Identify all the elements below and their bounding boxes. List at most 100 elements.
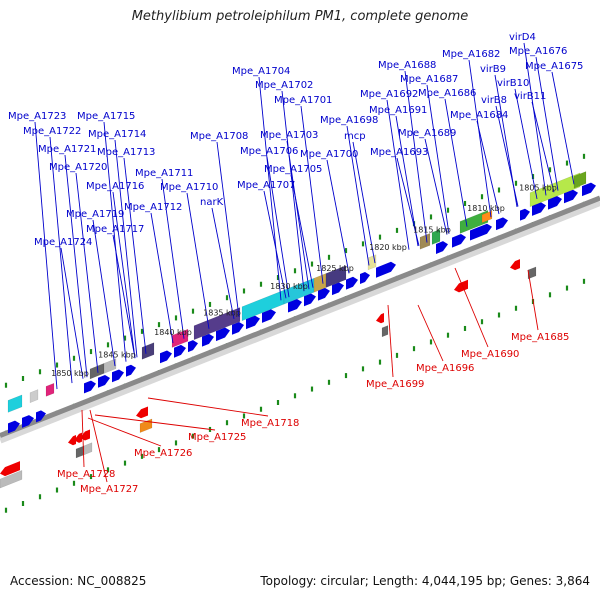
forward-gene-label: Mpe_A1684 bbox=[450, 110, 508, 121]
forward-gene-label: Mpe_A1712 bbox=[124, 202, 182, 213]
forward-gene-label: Mpe_A1715 bbox=[77, 111, 135, 122]
reverse-feature-block bbox=[0, 470, 23, 489]
feature-block bbox=[193, 307, 241, 341]
forward-gene-label: Mpe_A1700 bbox=[300, 149, 358, 160]
feature-block bbox=[431, 228, 441, 245]
reverse-gene-label: Mpe_A1726 bbox=[134, 448, 192, 459]
forward-gene-label: Mpe_A1719 bbox=[66, 209, 124, 220]
forward-leader-line bbox=[216, 141, 240, 318]
reverse-gene-arrow bbox=[454, 279, 468, 293]
forward-gene-arrow bbox=[216, 327, 230, 342]
reverse-leader-line bbox=[417, 304, 444, 362]
forward-leader-line bbox=[396, 157, 420, 246]
forward-leader-line bbox=[92, 219, 116, 367]
forward-leader-line bbox=[352, 141, 376, 264]
forward-gene-label: Mpe_A1701 bbox=[274, 95, 332, 106]
feature-block bbox=[459, 209, 489, 234]
kbp-tick-label: 1825 kbp bbox=[316, 264, 354, 273]
reverse-gene-label: Mpe_A1685 bbox=[511, 332, 569, 343]
kbp-tick-label: 1805 kbp bbox=[519, 184, 557, 193]
reverse-leader-line bbox=[147, 397, 269, 417]
forward-gene-label: Mpe_A1704 bbox=[232, 66, 290, 77]
forward-leader-line bbox=[476, 120, 500, 215]
reverse-gene-label: Mpe_A1728 bbox=[57, 469, 115, 480]
forward-leader-line bbox=[60, 247, 84, 379]
forward-gene-label: Mpe_A1675 bbox=[525, 61, 583, 72]
forward-gene-arrow bbox=[318, 287, 330, 301]
kbp-tick-label: 1850 kbp bbox=[51, 369, 89, 378]
forward-gene-arrow bbox=[304, 293, 316, 307]
feature-block bbox=[481, 210, 493, 224]
accession-label: Accession: NC_008825 bbox=[10, 574, 147, 588]
forward-gene-label: virB9 bbox=[480, 64, 506, 75]
reverse-feature-block bbox=[527, 266, 537, 280]
forward-leader-line bbox=[424, 138, 448, 235]
map-title: Methylibium petroleiphilum PM1, complete… bbox=[131, 9, 469, 24]
forward-gene-arrow bbox=[84, 380, 96, 394]
feature-block bbox=[529, 172, 581, 208]
feature-block bbox=[325, 265, 347, 288]
forward-gene-label: Mpe_A1705 bbox=[264, 164, 322, 175]
reverse-gene-arrow bbox=[0, 461, 20, 477]
forward-gene-arrow bbox=[564, 189, 578, 204]
forward-leader-line bbox=[34, 121, 58, 390]
forward-gene-label: Mpe_A1708 bbox=[190, 131, 248, 142]
forward-leader-line bbox=[531, 101, 555, 193]
forward-gene-label: Mpe_A1687 bbox=[400, 74, 458, 85]
feature-block bbox=[103, 358, 117, 374]
reverse-gene-arrow bbox=[376, 313, 384, 324]
forward-gene-arrow bbox=[98, 375, 110, 388]
forward-leader-line bbox=[64, 154, 88, 378]
label-leader-lines bbox=[34, 42, 575, 483]
forward-gene-arrow bbox=[346, 276, 358, 290]
feature-block bbox=[29, 389, 39, 404]
forward-leader-line bbox=[286, 140, 310, 290]
forward-gene-arrow bbox=[332, 282, 344, 296]
track-lanes bbox=[0, 153, 600, 513]
forward-gene-label: Mpe_A1686 bbox=[418, 88, 476, 99]
forward-gene-label: virB11 bbox=[514, 91, 546, 102]
forward-leader-line bbox=[49, 136, 73, 384]
forward-gene-label: Mpe_A1691 bbox=[369, 105, 427, 116]
forward-leader-line bbox=[263, 190, 287, 299]
forward-gene-arrow bbox=[288, 298, 302, 313]
forward-leader-line bbox=[300, 105, 324, 284]
forward-leader-line bbox=[523, 42, 547, 196]
forward-gene-label: Mpe_A1688 bbox=[378, 60, 436, 71]
forward-leader-line bbox=[186, 192, 210, 329]
reverse-gene-label: Mpe_A1718 bbox=[241, 418, 299, 429]
forward-leader-line bbox=[123, 157, 147, 354]
forward-leader-line bbox=[281, 90, 305, 292]
forward-leader-line bbox=[444, 98, 468, 227]
forward-leader-line bbox=[290, 174, 314, 288]
genome-backbone bbox=[0, 195, 600, 438]
forward-gene-label: Mpe_A1692 bbox=[360, 89, 418, 100]
forward-gene-arrow bbox=[532, 202, 546, 216]
reverse-feature-block bbox=[381, 325, 389, 338]
forward-leader-line bbox=[468, 59, 492, 218]
forward-gene-label: Mpe_A1720 bbox=[49, 162, 107, 173]
forward-gene-label: Mpe_A1682 bbox=[442, 49, 500, 60]
reverse-gene-label: Mpe_A1725 bbox=[188, 432, 246, 443]
forward-leader-line bbox=[211, 207, 235, 320]
forward-leader-line bbox=[114, 139, 138, 358]
forward-gene-label: narK bbox=[200, 197, 224, 208]
reverse-leader-line bbox=[89, 409, 108, 483]
forward-leader-line bbox=[161, 178, 185, 339]
reverse-leader-line bbox=[387, 304, 394, 378]
reverse-gene-label: Mpe_A1727 bbox=[80, 484, 138, 495]
forward-gene-arrow bbox=[160, 350, 172, 364]
kbp-tick-label: 1845 kbp bbox=[98, 350, 136, 359]
forward-gene-label: Mpe_A1722 bbox=[23, 126, 81, 137]
forward-gene-arrow bbox=[112, 369, 124, 383]
forward-leader-line bbox=[404, 70, 428, 243]
forward-leader-line bbox=[112, 191, 136, 359]
reverse-leader-line bbox=[87, 417, 162, 447]
forward-gene-label: Mpe_A1702 bbox=[255, 80, 313, 91]
kbp-ticks: 1805 kbp 1810 kbp 1815 kbp 1820 kbp 1825 kbp… bbox=[51, 184, 557, 378]
gene-features bbox=[0, 171, 596, 489]
forward-gene-arrow bbox=[436, 241, 448, 254]
reverse-gene-label: Mpe_A1690 bbox=[461, 349, 519, 360]
reverse-gene-arrow bbox=[80, 429, 90, 441]
